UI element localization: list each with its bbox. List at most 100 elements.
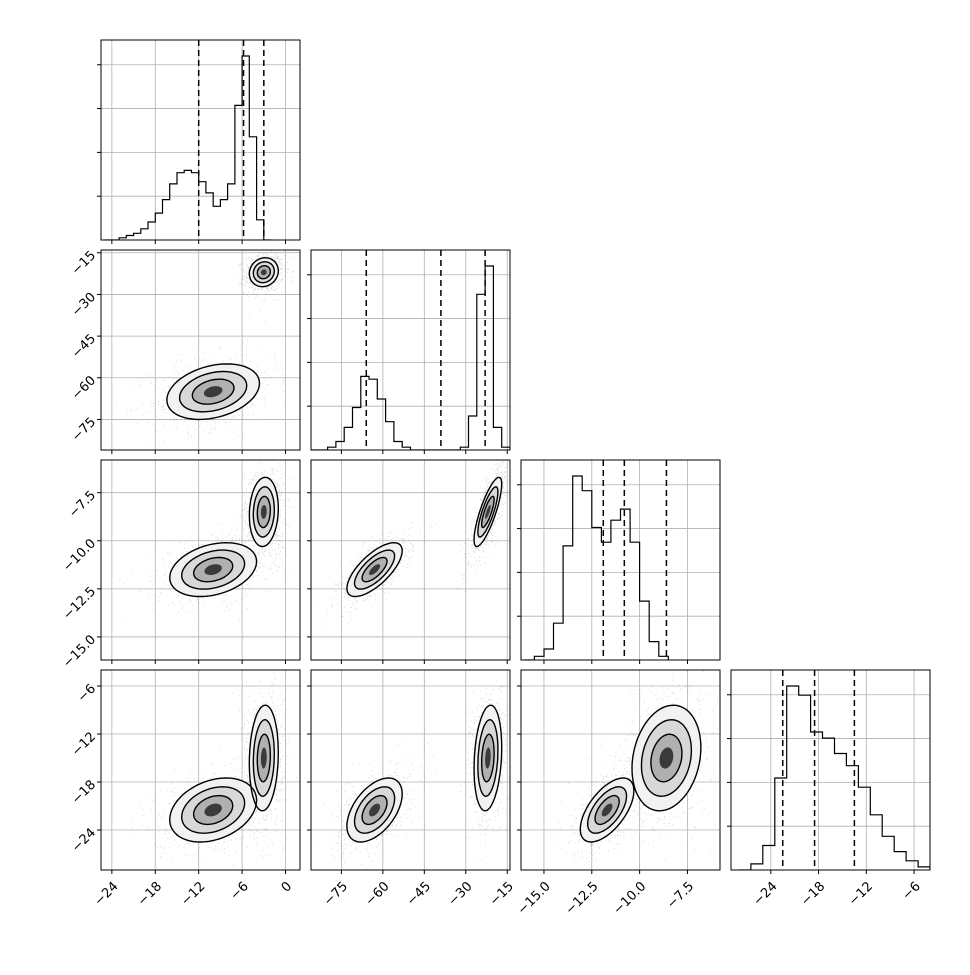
y-tick-label: −15.0: [60, 632, 99, 671]
y-tick-label: −12.5: [60, 584, 99, 623]
density-contour: [252, 486, 275, 538]
y-tick-label: −7.5: [66, 488, 99, 521]
joint-content: [112, 250, 295, 449]
density-contour: [256, 733, 271, 783]
density-contour: [166, 363, 261, 421]
density-contour: [594, 794, 620, 826]
histogram-panel-4: [727, 670, 930, 870]
panel-frame: [520, 669, 721, 871]
y-tick-label: −45: [69, 332, 99, 362]
x-tick-label: −30: [445, 879, 475, 909]
density-contour: [481, 733, 495, 783]
density-contour: [256, 495, 271, 529]
histogram-step: [104, 55, 272, 240]
joint-content: [119, 460, 293, 620]
density-contour: [477, 486, 499, 538]
density-fill: [485, 505, 491, 519]
x-tick-label: −18: [135, 879, 165, 909]
histogram-panel-3: [517, 460, 720, 660]
histogram-step: [524, 475, 669, 660]
x-tick-label: −15: [487, 879, 517, 909]
y-tick-label: −60: [69, 373, 99, 403]
density-contour: [256, 265, 271, 280]
histogram-panel-1: [97, 40, 300, 240]
panel-frame: [310, 249, 511, 451]
density-contour: [169, 541, 258, 598]
x-tick-label: −60: [363, 879, 393, 909]
joint-panel-4-2: [311, 670, 510, 870]
density-contour: [361, 556, 388, 583]
density-contour: [180, 786, 246, 834]
histogram-panel-2: [307, 250, 510, 450]
density-contour: [191, 378, 235, 405]
panel-frame: [310, 459, 511, 661]
density-contour: [248, 257, 280, 288]
density-contour: [178, 370, 248, 413]
density-contour: [353, 549, 396, 590]
density-fill: [260, 505, 267, 519]
histogram-step: [311, 265, 510, 450]
density-contour: [192, 556, 234, 583]
x-tick-label: −45: [404, 879, 434, 909]
histogram-step: [739, 685, 930, 870]
density-contour: [353, 786, 396, 834]
density-fill: [203, 386, 223, 398]
joint-content: [317, 460, 510, 630]
density-contour: [477, 718, 499, 798]
density-contour: [473, 476, 503, 548]
x-tick-label: −18: [798, 879, 828, 909]
density-contour: [168, 777, 258, 843]
joint-panel-4-1: [101, 670, 300, 870]
density-contour: [252, 718, 275, 798]
density-contour: [650, 733, 683, 783]
y-tick-label: −75: [69, 415, 99, 445]
density-contour: [192, 794, 234, 826]
x-tick-label: −15.0: [515, 879, 554, 918]
density-contour: [252, 261, 275, 284]
density-contour: [481, 495, 495, 529]
joint-panel-2-1: [101, 250, 300, 450]
panel-frame: [100, 249, 301, 451]
panel-frame: [100, 39, 301, 241]
density-fill: [369, 803, 381, 817]
x-tick-label: −12.5: [563, 879, 602, 918]
density-contour: [640, 718, 693, 798]
y-tick-label: −10.0: [60, 536, 99, 575]
joint-panel-3-1: [101, 460, 300, 660]
density-contour: [346, 777, 403, 843]
density-fill: [204, 564, 222, 575]
y-tick-label: −24: [69, 825, 99, 855]
x-tick-label: −12: [846, 879, 876, 909]
density-contour: [631, 704, 702, 812]
y-tick-label: −18: [69, 777, 99, 807]
density-contour: [587, 786, 628, 834]
density-contour: [180, 549, 246, 590]
density-fill: [260, 269, 267, 276]
density-fill: [601, 803, 613, 817]
panel-frame: [520, 459, 721, 661]
x-tick-label: −12: [178, 879, 208, 909]
density-fill: [659, 747, 674, 769]
joint-content: [313, 679, 510, 866]
y-tick-label: −6: [75, 681, 99, 705]
panel-frame: [730, 669, 931, 871]
density-fill: [485, 747, 491, 769]
panel-frame: [310, 669, 511, 871]
x-tick-label: −24: [92, 879, 122, 909]
y-tick-label: −12: [69, 729, 99, 759]
density-contour: [361, 794, 388, 826]
joint-content: [129, 670, 298, 870]
density-contour: [579, 777, 635, 843]
y-tick-label: −15: [69, 248, 99, 278]
x-tick-label: −6: [900, 879, 924, 903]
x-tick-label: −75: [321, 879, 351, 909]
density-fill: [260, 747, 267, 769]
density-contour: [473, 704, 503, 812]
x-tick-label: −6: [228, 879, 252, 903]
density-contour: [346, 541, 403, 598]
panel-frame: [100, 459, 301, 661]
density-contour: [248, 476, 279, 548]
density-contour: [248, 704, 280, 812]
x-tick-label: −7.5: [664, 879, 697, 912]
